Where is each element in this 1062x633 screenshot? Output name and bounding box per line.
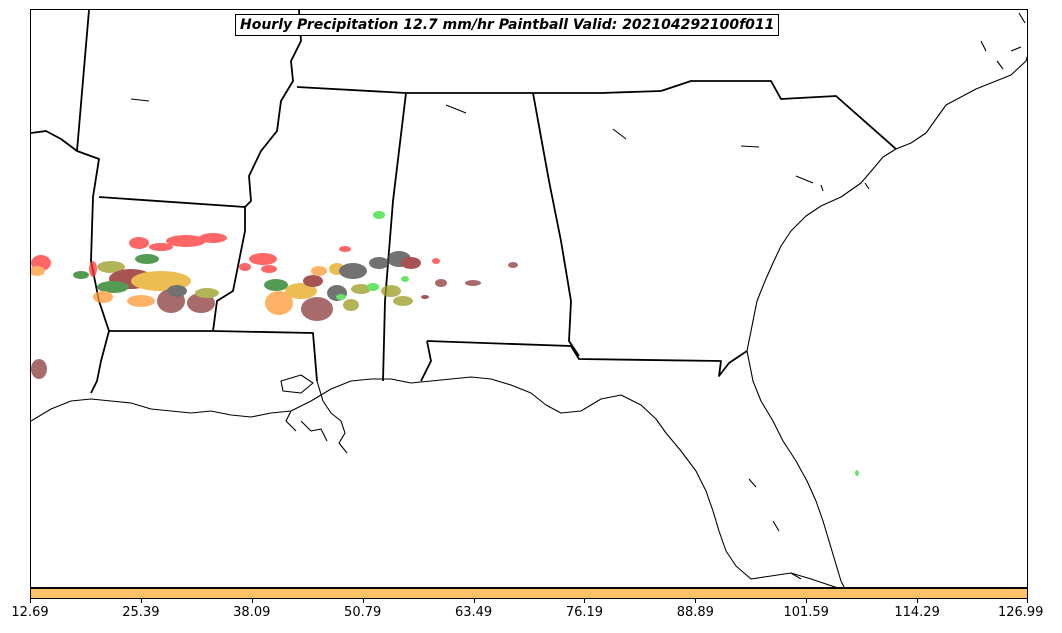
- colorbar-tick: [1027, 599, 1028, 603]
- florida-atlantic-coast: [746, 350, 845, 587]
- precip-blob-red: [261, 265, 277, 273]
- carolina-islands: [980, 12, 1026, 70]
- precip-blob-red: [199, 233, 227, 243]
- colorbar: [30, 588, 1028, 599]
- precip-blob-red: [129, 237, 149, 249]
- precip-blob-green: [73, 271, 89, 279]
- precip-blob-gray: [339, 263, 367, 279]
- precip-blob-green: [264, 279, 288, 291]
- mississippi-delta: [285, 380, 348, 454]
- colorbar-tick-label: 76.19: [565, 605, 604, 620]
- precip-blob-red: [239, 263, 251, 271]
- colorbar-tick: [30, 599, 31, 603]
- precip-blob-red: [339, 246, 351, 252]
- precip-blob-red: [166, 235, 206, 247]
- colorbar-tick: [140, 599, 142, 603]
- alabama-georgia-boundary: [532, 92, 580, 357]
- map-canvas: [31, 10, 1027, 587]
- colorbar-tick-label: 25.39: [122, 605, 160, 620]
- small-lakes: [130, 98, 870, 580]
- coastline: [31, 12, 1027, 587]
- colorbar-tick-label: 12.69: [11, 605, 49, 620]
- precip-blob-orange: [93, 291, 113, 303]
- precip-blob-lime: [367, 283, 379, 291]
- precip-blob-brown: [508, 262, 518, 268]
- precip-blob-gray: [369, 257, 389, 269]
- atlantic-coast: [746, 55, 1027, 352]
- precip-blob-orange: [265, 291, 293, 315]
- precip-blob-red: [432, 258, 440, 264]
- colorbar-tick-label: 88.89: [676, 605, 714, 620]
- colorbar-tick-label: 38.09: [233, 605, 271, 620]
- colorbar-tick-label: 50.79: [344, 605, 382, 620]
- precip-blob-olive: [195, 288, 219, 298]
- tennessee-south-boundary: [296, 86, 662, 94]
- precip-blob-olive: [343, 299, 359, 311]
- colorbar-tick: [473, 599, 475, 603]
- precip-blob-darkred: [401, 257, 421, 269]
- colorbar-tick: [917, 599, 919, 603]
- precip-blob-brown: [187, 293, 215, 313]
- precip-blob-olive: [393, 296, 413, 306]
- map-title: Hourly Precipitation 12.7 mm/hr Paintbal…: [235, 14, 780, 36]
- precip-blob-darkred: [421, 295, 429, 299]
- precip-blob-red: [89, 261, 97, 277]
- precip-blob-gray: [167, 285, 187, 297]
- arkansas-boundary: [98, 196, 246, 208]
- precip-blob-brown: [31, 359, 47, 379]
- colorbar-tick-label: 114.29: [894, 605, 940, 620]
- precip-blob-orange: [127, 295, 155, 307]
- precip-blob-green: [135, 254, 159, 264]
- precip-blob-olive: [381, 285, 401, 297]
- precip-blob-darkred: [303, 275, 323, 287]
- colorbar-tick: [806, 599, 808, 603]
- precip-blob-orange: [311, 266, 327, 276]
- louisiana-north-boundary: [109, 330, 318, 382]
- lake-pontchartrain: [280, 374, 314, 394]
- state-boundaries: [31, 10, 897, 394]
- precip-blob-lime: [373, 211, 385, 219]
- precip-blob-red: [249, 253, 277, 265]
- precip-blob-red: [149, 243, 173, 251]
- colorbar-tick: [251, 599, 253, 603]
- colorbar-tick: [584, 599, 586, 603]
- colorbar-tick-label: 63.49: [454, 605, 493, 620]
- precip-blob-olive: [97, 261, 125, 273]
- precip-blob-brown: [301, 297, 333, 321]
- precip-blob-orange: [31, 266, 45, 276]
- mississippi-river-boundary: [212, 10, 302, 332]
- precip-blob-green: [97, 281, 129, 293]
- precip-blob-lime: [401, 276, 409, 282]
- georgia-carolina-boundary: [660, 80, 897, 150]
- precip-blob-olive: [351, 284, 371, 294]
- mississippi-alabama-boundary: [382, 92, 407, 382]
- colorbar-tick: [362, 599, 364, 603]
- precip-blob-lime: [336, 294, 346, 300]
- precip-blob-brown: [465, 280, 481, 286]
- precip-blobs: [31, 211, 859, 476]
- precip-blob-brown: [435, 279, 447, 287]
- colorbar-tick: [695, 599, 697, 603]
- precip-blob-gold: [285, 283, 317, 299]
- alabama-florida-line: [420, 340, 432, 382]
- florida-north-boundary: [426, 340, 748, 377]
- precip-blob-lime: [855, 470, 859, 476]
- gulf-coast-west: [31, 376, 837, 587]
- map-panel: Hourly Precipitation 12.7 mm/hr Paintbal…: [30, 9, 1028, 588]
- texas-louisiana-boundary: [31, 10, 110, 394]
- colorbar-tick-label: 101.59: [783, 605, 829, 620]
- colorbar-tick-label: 126.99: [997, 605, 1044, 620]
